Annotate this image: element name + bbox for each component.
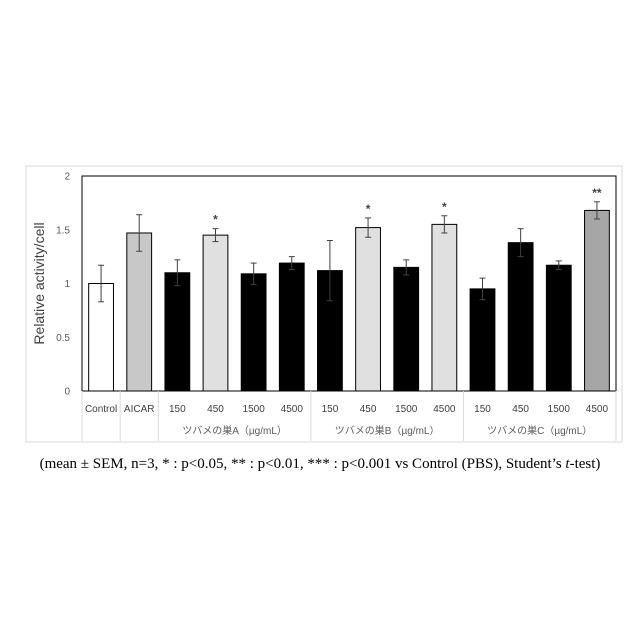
bar <box>470 289 495 391</box>
bar <box>432 224 457 391</box>
bar <box>585 210 610 391</box>
bar <box>546 265 571 391</box>
bar <box>165 273 190 391</box>
x-tick-label: 450 <box>207 404 224 415</box>
significance-mark: * <box>442 200 447 214</box>
x-tick-label: 150 <box>322 404 339 415</box>
x-tick-label: 4500 <box>586 404 609 415</box>
x-tick-label: 1500 <box>395 404 418 415</box>
group-label: ツバメの巣A（µg/mL） <box>182 424 287 437</box>
y-tick-label: 0.5 <box>56 333 70 344</box>
y-axis-label: Relative activity/cell <box>31 222 47 344</box>
footnote: (mean ± SEM, n=3, * : p<0.05, ** : p<0.0… <box>0 456 640 473</box>
group-label: ツバメの巣B（µg/mL） <box>335 424 440 437</box>
x-tick-label: 4500 <box>433 404 456 415</box>
plot-area-border <box>82 176 616 391</box>
bar <box>279 263 304 391</box>
y-tick-label: 1 <box>64 279 70 290</box>
x-tick-label: AICAR <box>124 404 155 415</box>
group-label: ツバメの巣C（µg/mL） <box>487 424 592 437</box>
x-tick-label: 450 <box>360 404 377 415</box>
y-tick-label: 1.5 <box>56 225 70 236</box>
significance-mark: * <box>213 213 218 227</box>
x-tick-label: 150 <box>474 404 491 415</box>
bar <box>508 243 533 391</box>
bar <box>127 233 152 391</box>
significance-mark: * <box>366 202 371 216</box>
x-tick-label: 1500 <box>548 404 571 415</box>
x-tick-label: 4500 <box>281 404 304 415</box>
x-tick-label: 450 <box>512 404 529 415</box>
bar <box>241 274 266 391</box>
y-tick-label: 2 <box>64 172 70 183</box>
footnote-text: (mean ± SEM, n=3, * : p<0.05, ** : p<0.0… <box>40 456 566 472</box>
x-tick-label: 1500 <box>243 404 266 415</box>
bar <box>356 228 381 391</box>
y-tick-label: 0 <box>64 387 70 398</box>
footnote-tail: -test) <box>570 456 601 472</box>
bar <box>394 267 419 391</box>
x-tick-label: 150 <box>169 404 186 415</box>
bar <box>203 235 228 391</box>
significance-mark: ** <box>592 186 602 200</box>
x-tick-label: Control <box>85 404 117 415</box>
